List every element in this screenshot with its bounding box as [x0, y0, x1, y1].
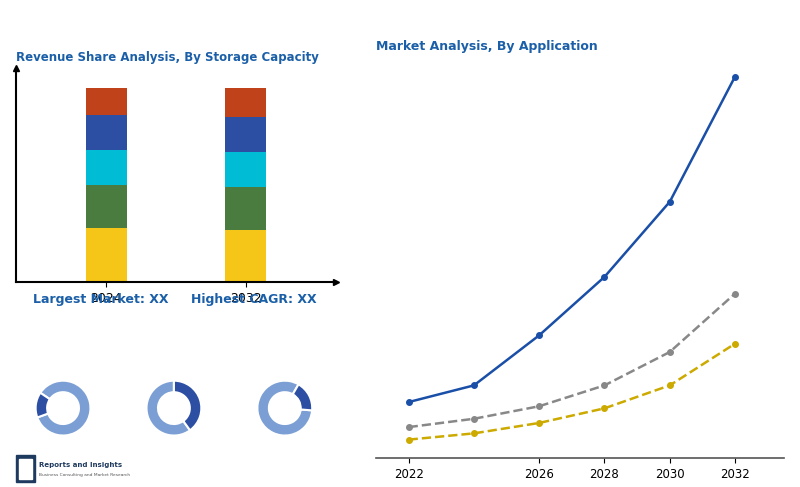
- Text: Business Consulting and Market Research: Business Consulting and Market Research: [38, 472, 130, 477]
- Bar: [16, 455, 34, 482]
- Bar: [225, 152, 266, 187]
- Bar: [86, 88, 127, 115]
- Bar: [225, 187, 266, 230]
- Bar: [225, 230, 266, 282]
- Bar: [86, 150, 127, 185]
- Bar: [86, 228, 127, 282]
- Bar: [225, 117, 266, 152]
- Text: Largest Market: XX: Largest Market: XX: [33, 293, 168, 306]
- Text: Revenue Share Analysis, By Storage Capacity: Revenue Share Analysis, By Storage Capac…: [16, 51, 319, 64]
- Bar: [18, 459, 32, 479]
- Bar: [86, 115, 127, 150]
- Text: Reports and Insights: Reports and Insights: [38, 462, 122, 468]
- Text: GLOBAL CONTAINERIZED SOLAR GENERATORS MARKET SEGMENT ANALYSIS: GLOBAL CONTAINERIZED SOLAR GENERATORS MA…: [12, 17, 634, 32]
- Bar: [86, 185, 127, 228]
- Text: Highest CAGR: XX: Highest CAGR: XX: [190, 293, 316, 306]
- Text: Market Analysis, By Application: Market Analysis, By Application: [376, 40, 598, 53]
- Bar: [225, 88, 266, 117]
